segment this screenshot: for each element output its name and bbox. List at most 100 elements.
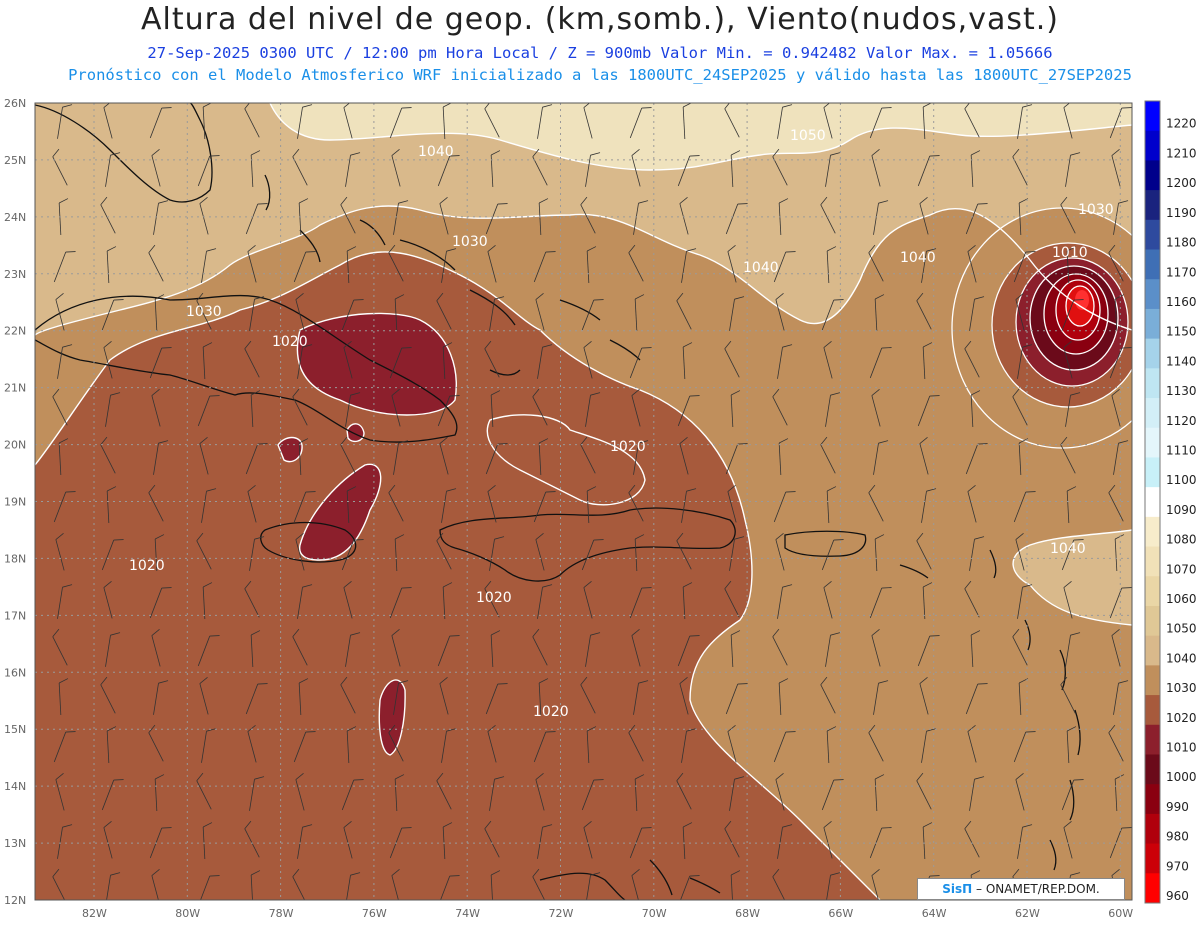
colorbar-swatch <box>1145 308 1160 340</box>
field-1010-jamaica-west <box>299 464 381 560</box>
wind-barb <box>489 296 505 331</box>
wind-barb <box>244 580 260 618</box>
wind-barb <box>1066 726 1077 763</box>
wind-barb <box>196 772 212 810</box>
wind-barb <box>533 731 556 763</box>
wind-barb <box>154 294 165 331</box>
wind-barb <box>730 870 741 900</box>
wind-barb <box>775 293 785 331</box>
latitude-label: 21N <box>4 382 26 395</box>
wind-barb <box>149 347 172 379</box>
wind-barb <box>533 491 556 523</box>
wind-barb <box>393 680 409 715</box>
wind-barb <box>634 294 645 331</box>
wind-barb <box>1113 440 1129 475</box>
wind-barb <box>629 587 652 619</box>
wind-barb <box>868 484 884 522</box>
colorbar-label: 970 <box>1166 859 1189 873</box>
wind-barb <box>57 104 73 139</box>
wind-barb <box>199 197 209 235</box>
colorbar-label: 1220 <box>1166 117 1197 131</box>
wind-barb <box>1114 534 1125 571</box>
wind-barb <box>436 292 452 330</box>
contour-label: 1020 <box>476 590 512 606</box>
wind-barb <box>58 198 69 235</box>
wind-barb <box>487 725 497 763</box>
wind-barb <box>580 436 596 474</box>
wind-barb <box>921 248 937 283</box>
colorbar-label: 1180 <box>1166 236 1197 250</box>
wind-barb <box>297 584 313 619</box>
wind-barb <box>154 534 165 571</box>
wind-barb <box>439 197 449 235</box>
wind-barb <box>825 392 841 427</box>
wind-barb <box>821 539 844 571</box>
wind-barb <box>101 779 124 811</box>
latitude-label: 15N <box>4 723 26 736</box>
colorbar-swatch <box>1145 457 1160 488</box>
wind-barb <box>823 103 833 139</box>
wind-barb <box>437 875 460 900</box>
wind-barb <box>1063 581 1073 619</box>
colorbar-label: 1150 <box>1166 325 1197 339</box>
wind-barb <box>631 149 641 187</box>
wind-barb <box>724 103 740 138</box>
colorbar-frame <box>1144 100 1161 904</box>
wind-barb <box>1060 196 1076 234</box>
colorbar-swatch <box>1145 368 1160 399</box>
credit-text: – ONAMET/REP.DOM. <box>976 882 1100 896</box>
wind-barb <box>196 292 212 330</box>
wind-barb <box>869 107 892 139</box>
colorbar-swatch <box>1145 784 1160 815</box>
wind-barb <box>585 152 601 187</box>
wind-barb <box>436 772 452 810</box>
wind-barb <box>245 443 268 475</box>
wind-barb <box>485 203 508 235</box>
wind-barb <box>343 103 353 139</box>
wind-barb <box>341 539 364 571</box>
wind-barb <box>583 341 593 379</box>
wind-barb <box>1113 200 1129 235</box>
field-1050 <box>270 103 1132 170</box>
colorbar-label: 1170 <box>1166 265 1197 279</box>
wind-barb <box>871 629 881 667</box>
wind-barb <box>922 342 933 379</box>
wind-barb <box>484 340 500 378</box>
wind-barb <box>341 299 364 331</box>
wind-barb <box>1065 152 1081 187</box>
colorbar-swatch <box>1145 635 1160 666</box>
wind-barb <box>1012 628 1028 666</box>
wind-barb <box>629 347 652 379</box>
colorbar-label: 980 <box>1166 830 1189 844</box>
wind-barb <box>917 635 940 667</box>
colorbar <box>1144 100 1161 904</box>
colorbar-labels: 1220 1210 1200 1190 1180 1170 1160 1150 1140 1130… <box>1166 117 1197 903</box>
colorbar-swatch <box>1145 665 1160 696</box>
colorbar-swatch <box>1145 695 1160 726</box>
wind-barb <box>581 539 604 571</box>
wind-barb <box>292 388 308 426</box>
wind-barb <box>868 724 884 762</box>
wind-barb <box>1015 773 1025 811</box>
wind-barb <box>58 438 69 475</box>
colorbar-swatch <box>1145 219 1160 251</box>
wind-barb <box>293 251 316 283</box>
latitude-label: 19N <box>4 496 26 509</box>
wind-barb <box>391 149 401 187</box>
wind-barb <box>1018 438 1029 475</box>
wind-barb <box>869 587 892 619</box>
wind-barb <box>201 248 217 283</box>
contour-label: 1040 <box>743 260 779 276</box>
wind-barb <box>249 536 265 571</box>
latitude-label: 20N <box>4 439 26 452</box>
wind-barb <box>298 678 309 715</box>
wind-barb <box>969 776 985 811</box>
wind-barb <box>970 390 981 427</box>
wind-barb <box>293 491 316 523</box>
latitude-label: 25N <box>4 154 26 167</box>
wind-barb <box>1018 678 1029 715</box>
contour-label: 1050 <box>790 128 826 144</box>
wind-barb <box>868 244 884 282</box>
colorbar-label: 1200 <box>1166 176 1197 190</box>
